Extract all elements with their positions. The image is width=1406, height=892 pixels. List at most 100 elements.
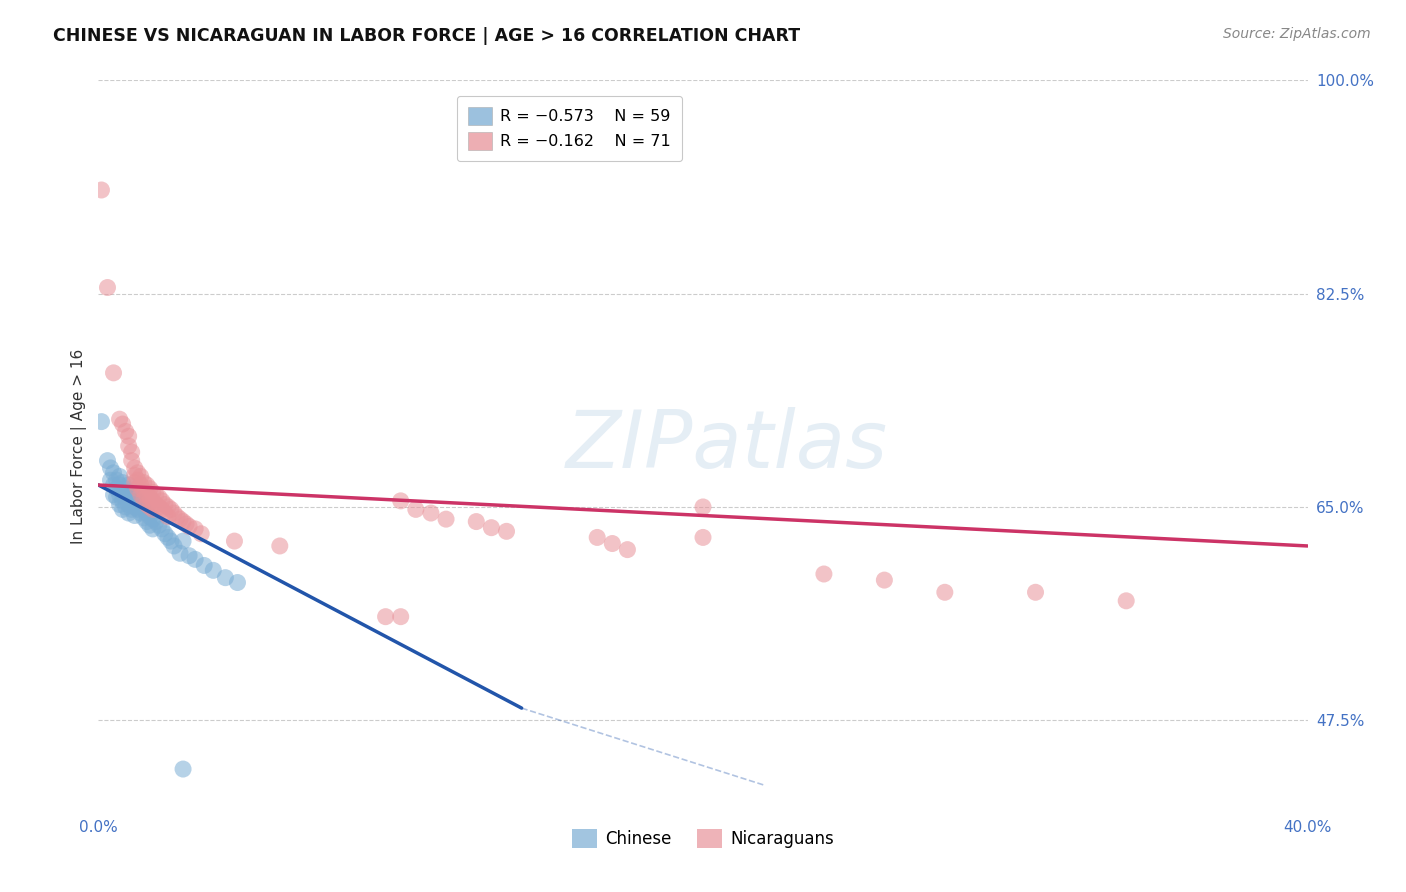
Point <box>374 609 396 624</box>
Point <box>465 515 488 529</box>
Point <box>105 473 128 487</box>
Point <box>118 488 141 502</box>
Point <box>118 478 141 492</box>
Point <box>108 412 131 426</box>
Point <box>148 500 170 514</box>
Point <box>586 530 609 544</box>
Point <box>481 521 503 535</box>
Point <box>269 539 291 553</box>
Point <box>148 518 170 533</box>
Point <box>160 502 183 516</box>
Point <box>153 498 176 512</box>
Point <box>124 508 146 523</box>
Point <box>139 518 162 533</box>
Point <box>124 468 146 483</box>
Point <box>124 500 146 514</box>
Text: Source: ZipAtlas.com: Source: ZipAtlas.com <box>1223 27 1371 41</box>
Point <box>118 498 141 512</box>
Point <box>172 534 194 549</box>
Point <box>108 469 131 483</box>
Point <box>139 490 162 504</box>
Point <box>135 515 157 529</box>
Point <box>103 466 125 480</box>
Point <box>132 475 155 490</box>
Point <box>105 482 128 496</box>
Point <box>111 485 134 500</box>
Point <box>156 509 179 524</box>
Legend: Chinese, Nicaraguans: Chinese, Nicaraguans <box>565 822 841 855</box>
Point <box>132 502 155 516</box>
Point <box>202 563 225 577</box>
Point <box>96 280 118 294</box>
Point <box>127 482 149 496</box>
Point <box>434 512 457 526</box>
Point <box>160 534 183 549</box>
Point <box>172 762 194 776</box>
Point <box>132 492 155 507</box>
Point <box>156 500 179 514</box>
Point <box>139 509 162 524</box>
Point <box>121 502 143 516</box>
Point <box>145 515 167 529</box>
Point <box>179 519 201 533</box>
Point <box>103 488 125 502</box>
Point <box>121 493 143 508</box>
Point <box>166 509 188 524</box>
Point <box>127 466 149 480</box>
Point <box>114 425 136 439</box>
Point <box>139 500 162 514</box>
Point <box>90 415 112 429</box>
Point <box>692 530 714 544</box>
Point <box>135 498 157 512</box>
Point <box>105 490 128 504</box>
Point <box>129 488 152 502</box>
Point <box>108 488 131 502</box>
Point <box>96 453 118 467</box>
Point <box>184 522 207 536</box>
Point <box>405 502 427 516</box>
Point <box>153 526 176 541</box>
Point <box>813 567 835 582</box>
Point <box>142 502 165 516</box>
Point <box>150 522 173 536</box>
Point <box>214 571 236 585</box>
Point <box>148 490 170 504</box>
Point <box>121 485 143 500</box>
Point <box>169 512 191 526</box>
Point <box>495 524 517 539</box>
Point <box>163 539 186 553</box>
Point <box>169 546 191 560</box>
Text: CHINESE VS NICARAGUAN IN LABOR FORCE | AGE > 16 CORRELATION CHART: CHINESE VS NICARAGUAN IN LABOR FORCE | A… <box>53 27 800 45</box>
Point <box>124 461 146 475</box>
Point <box>179 549 201 563</box>
Point <box>135 506 157 520</box>
Point <box>103 478 125 492</box>
Point <box>108 498 131 512</box>
Point <box>100 473 122 487</box>
Point <box>114 482 136 496</box>
Point <box>129 506 152 520</box>
Point <box>190 526 212 541</box>
Point <box>127 502 149 516</box>
Point <box>226 575 249 590</box>
Point <box>127 473 149 487</box>
Point <box>118 506 141 520</box>
Point <box>139 482 162 496</box>
Point <box>100 461 122 475</box>
Point <box>118 429 141 443</box>
Point <box>692 500 714 514</box>
Point <box>934 585 956 599</box>
Point <box>132 484 155 499</box>
Point <box>389 609 412 624</box>
Point <box>132 511 155 525</box>
Point <box>1024 585 1046 599</box>
Point <box>602 536 624 550</box>
Point <box>111 475 134 490</box>
Point <box>420 506 443 520</box>
Point <box>224 534 246 549</box>
Point <box>163 506 186 520</box>
Point <box>873 573 896 587</box>
Point <box>124 490 146 504</box>
Point <box>90 183 112 197</box>
Point <box>145 498 167 512</box>
